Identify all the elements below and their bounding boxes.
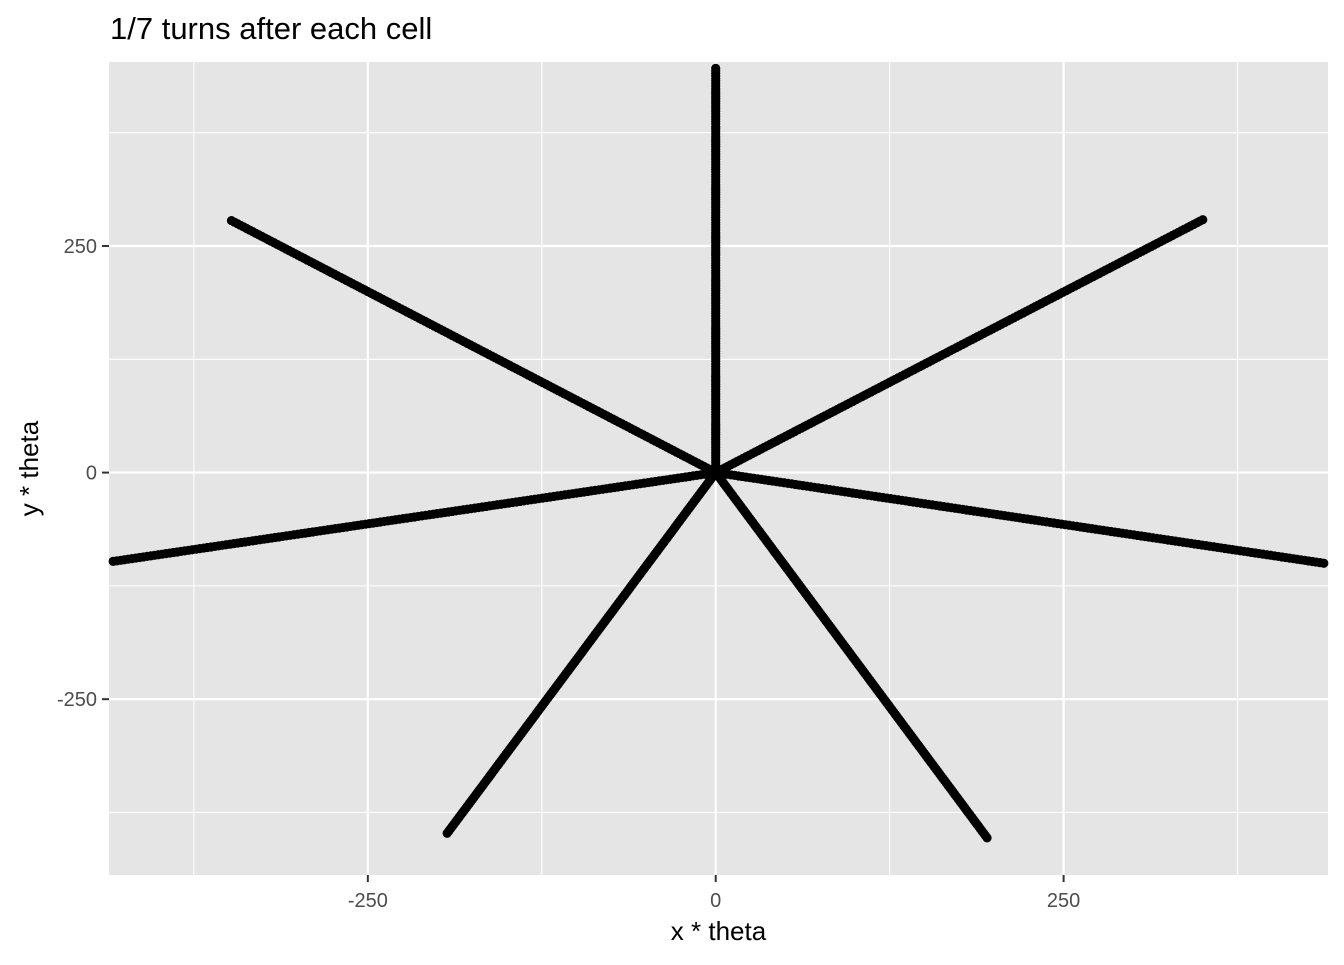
x-tick-label: 250 bbox=[1047, 890, 1080, 912]
y-axis-label: y * theta bbox=[14, 420, 44, 516]
x-tick-label: 0 bbox=[710, 890, 721, 912]
data-point bbox=[982, 833, 992, 843]
y-tick-label: 250 bbox=[64, 236, 97, 258]
data-point bbox=[1198, 215, 1208, 225]
y-tick-label: 0 bbox=[86, 463, 97, 485]
y-axis: -250 0 250 bbox=[57, 236, 109, 711]
data-point bbox=[711, 63, 721, 73]
chart-title: 1/7 turns after each cell bbox=[110, 11, 432, 46]
x-axis-label: x * theta bbox=[671, 916, 767, 946]
data-point bbox=[1319, 558, 1329, 568]
x-tick-label: -250 bbox=[348, 890, 388, 912]
data-points bbox=[108, 63, 1329, 843]
data-point bbox=[442, 828, 452, 838]
data-point bbox=[226, 216, 237, 226]
data-point bbox=[108, 556, 118, 567]
grid-minor bbox=[109, 62, 1328, 875]
x-axis: -250 0 250 bbox=[348, 875, 1080, 912]
y-tick-label: -250 bbox=[57, 689, 97, 711]
